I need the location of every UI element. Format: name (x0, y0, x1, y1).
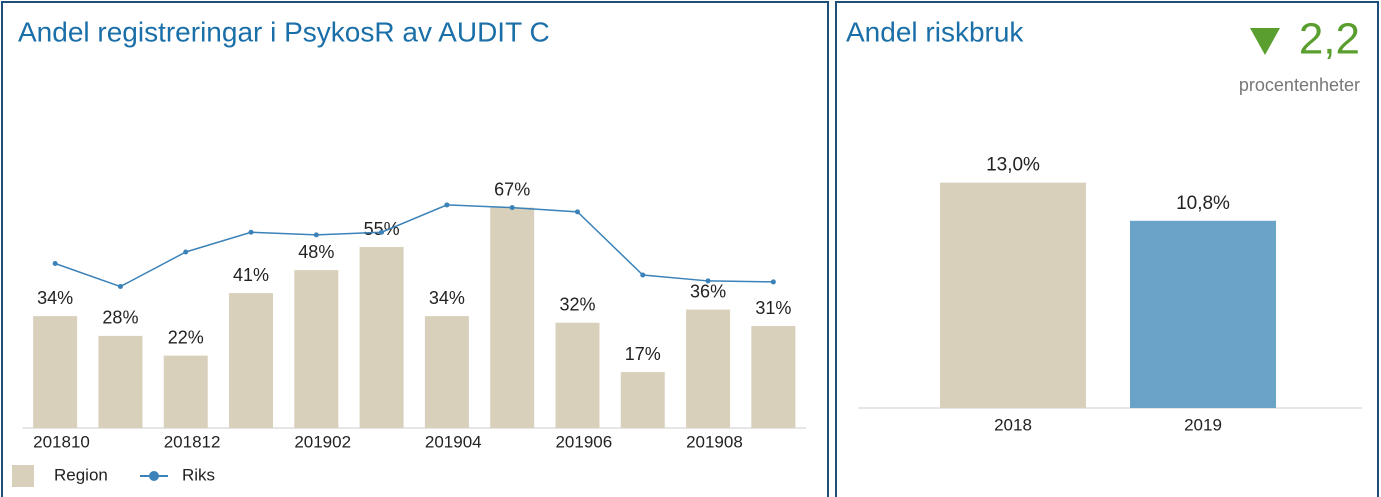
marker (248, 229, 254, 235)
x-tick-label: 201902 (294, 432, 351, 451)
data-label: 34% (429, 288, 465, 308)
marker (705, 278, 711, 284)
legend-swatch (12, 465, 34, 487)
marker (574, 209, 580, 215)
legend-label: Region (54, 465, 108, 484)
bar (1130, 220, 1276, 408)
data-label: 22% (168, 327, 204, 347)
bar (490, 207, 535, 428)
x-tick-label: 201906 (555, 432, 612, 451)
marker (379, 229, 385, 235)
marker (640, 272, 646, 278)
change-unit: procentenheter (1239, 75, 1360, 95)
down-arrow (1250, 28, 1280, 55)
data-label: 67% (494, 179, 530, 199)
data-label: 13,0% (986, 155, 1040, 176)
chart-title: Andel registreringar i PsykosR av AUDIT … (18, 16, 550, 47)
data-label: 34% (37, 288, 73, 308)
data-label: 32% (559, 294, 595, 314)
bar (940, 182, 1086, 408)
x-tick-label: 201810 (33, 432, 90, 451)
data-label: 55% (364, 219, 400, 239)
bar (620, 372, 665, 428)
data-label: 41% (233, 265, 269, 285)
x-tick-label: 2018 (994, 415, 1032, 434)
panel-border (835, 1, 1379, 497)
bar (751, 326, 796, 428)
marker (183, 249, 189, 255)
legend-marker (149, 471, 159, 481)
marker (509, 205, 515, 211)
line (54, 204, 774, 288)
x-tick-label: 2019 (1184, 415, 1222, 434)
bar (424, 316, 469, 428)
chart-title: Andel riskbruk (846, 16, 1024, 47)
x-tick-label: 201812 (164, 432, 221, 451)
bar (359, 247, 404, 428)
bar (555, 322, 600, 428)
data-label: 28% (102, 308, 138, 328)
change-value: 2,2 (1299, 15, 1360, 64)
marker (770, 279, 776, 285)
marker (313, 232, 319, 238)
data-label: 36% (690, 281, 726, 301)
x-tick-label: 201908 (686, 432, 743, 451)
data-label: 31% (755, 298, 791, 318)
bar (98, 335, 143, 428)
x-tick-label: 201904 (425, 432, 482, 451)
marker (117, 284, 123, 290)
bar (33, 316, 78, 428)
bar (229, 293, 274, 428)
panel-border (1, 1, 829, 497)
bar (686, 309, 731, 428)
marker (52, 261, 58, 266)
marker (444, 202, 450, 208)
bar (294, 270, 339, 428)
data-label: 17% (625, 344, 661, 364)
data-label: 10,8% (1176, 193, 1230, 214)
data-label: 48% (298, 242, 334, 262)
legend-label: Riks (182, 465, 215, 484)
bar (163, 355, 208, 428)
